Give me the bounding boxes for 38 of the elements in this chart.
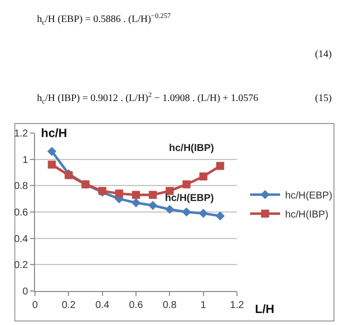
x-axis-title: L/H	[255, 302, 274, 316]
x-tick-label: 0.4	[95, 300, 110, 311]
point	[48, 160, 56, 169]
y-tick-label: 0.6	[14, 208, 28, 218]
y-tick-label: 1	[22, 154, 28, 166]
point	[47, 146, 56, 156]
x-tick-label: 0	[32, 300, 38, 311]
point	[148, 190, 157, 199]
y-tick-label: 0	[22, 286, 28, 298]
point	[182, 180, 190, 188]
y-tick-label: 0.4	[14, 234, 28, 245]
y-axis-title: hc/H	[41, 126, 68, 140]
point	[131, 198, 141, 208]
y-tick-label: 1.2	[14, 128, 28, 140]
y-tick-label: 0.2	[14, 260, 28, 272]
point	[165, 204, 174, 214]
legend-label: hc/H(EBP)	[285, 190, 332, 202]
text: (14)	[315, 49, 332, 60]
annotation: hc/H(EBP)	[165, 193, 214, 204]
point	[115, 190, 124, 198]
x-tick-label: 1	[200, 300, 207, 311]
point	[132, 190, 140, 199]
x-tick-label: 0.8	[162, 300, 178, 311]
annotation: hc/H(IBP)	[169, 143, 214, 154]
x-tick-label: 0.2	[62, 300, 76, 311]
legend-label: hc/H(IBP)	[285, 210, 328, 220]
point	[216, 211, 225, 220]
x-tick-label: 1.2	[230, 300, 244, 311]
point	[182, 207, 192, 217]
text: h$_{c}$/H (EBP) = 0.5886 . (L/H)$^{−0.257}$	[37, 12, 172, 26]
x-tick-label: 0.6	[129, 300, 144, 311]
point	[148, 200, 158, 210]
text: h$_{c}$/H (IBP) = 0.9012 . (L/H)$^{2}$ − 1.0908 . (L/H) + 1.0576	[37, 91, 258, 106]
point	[198, 208, 208, 218]
text: (15)	[315, 93, 332, 104]
point	[216, 162, 224, 170]
y-tick-label: 0.8	[14, 181, 28, 192]
point	[199, 172, 208, 180]
